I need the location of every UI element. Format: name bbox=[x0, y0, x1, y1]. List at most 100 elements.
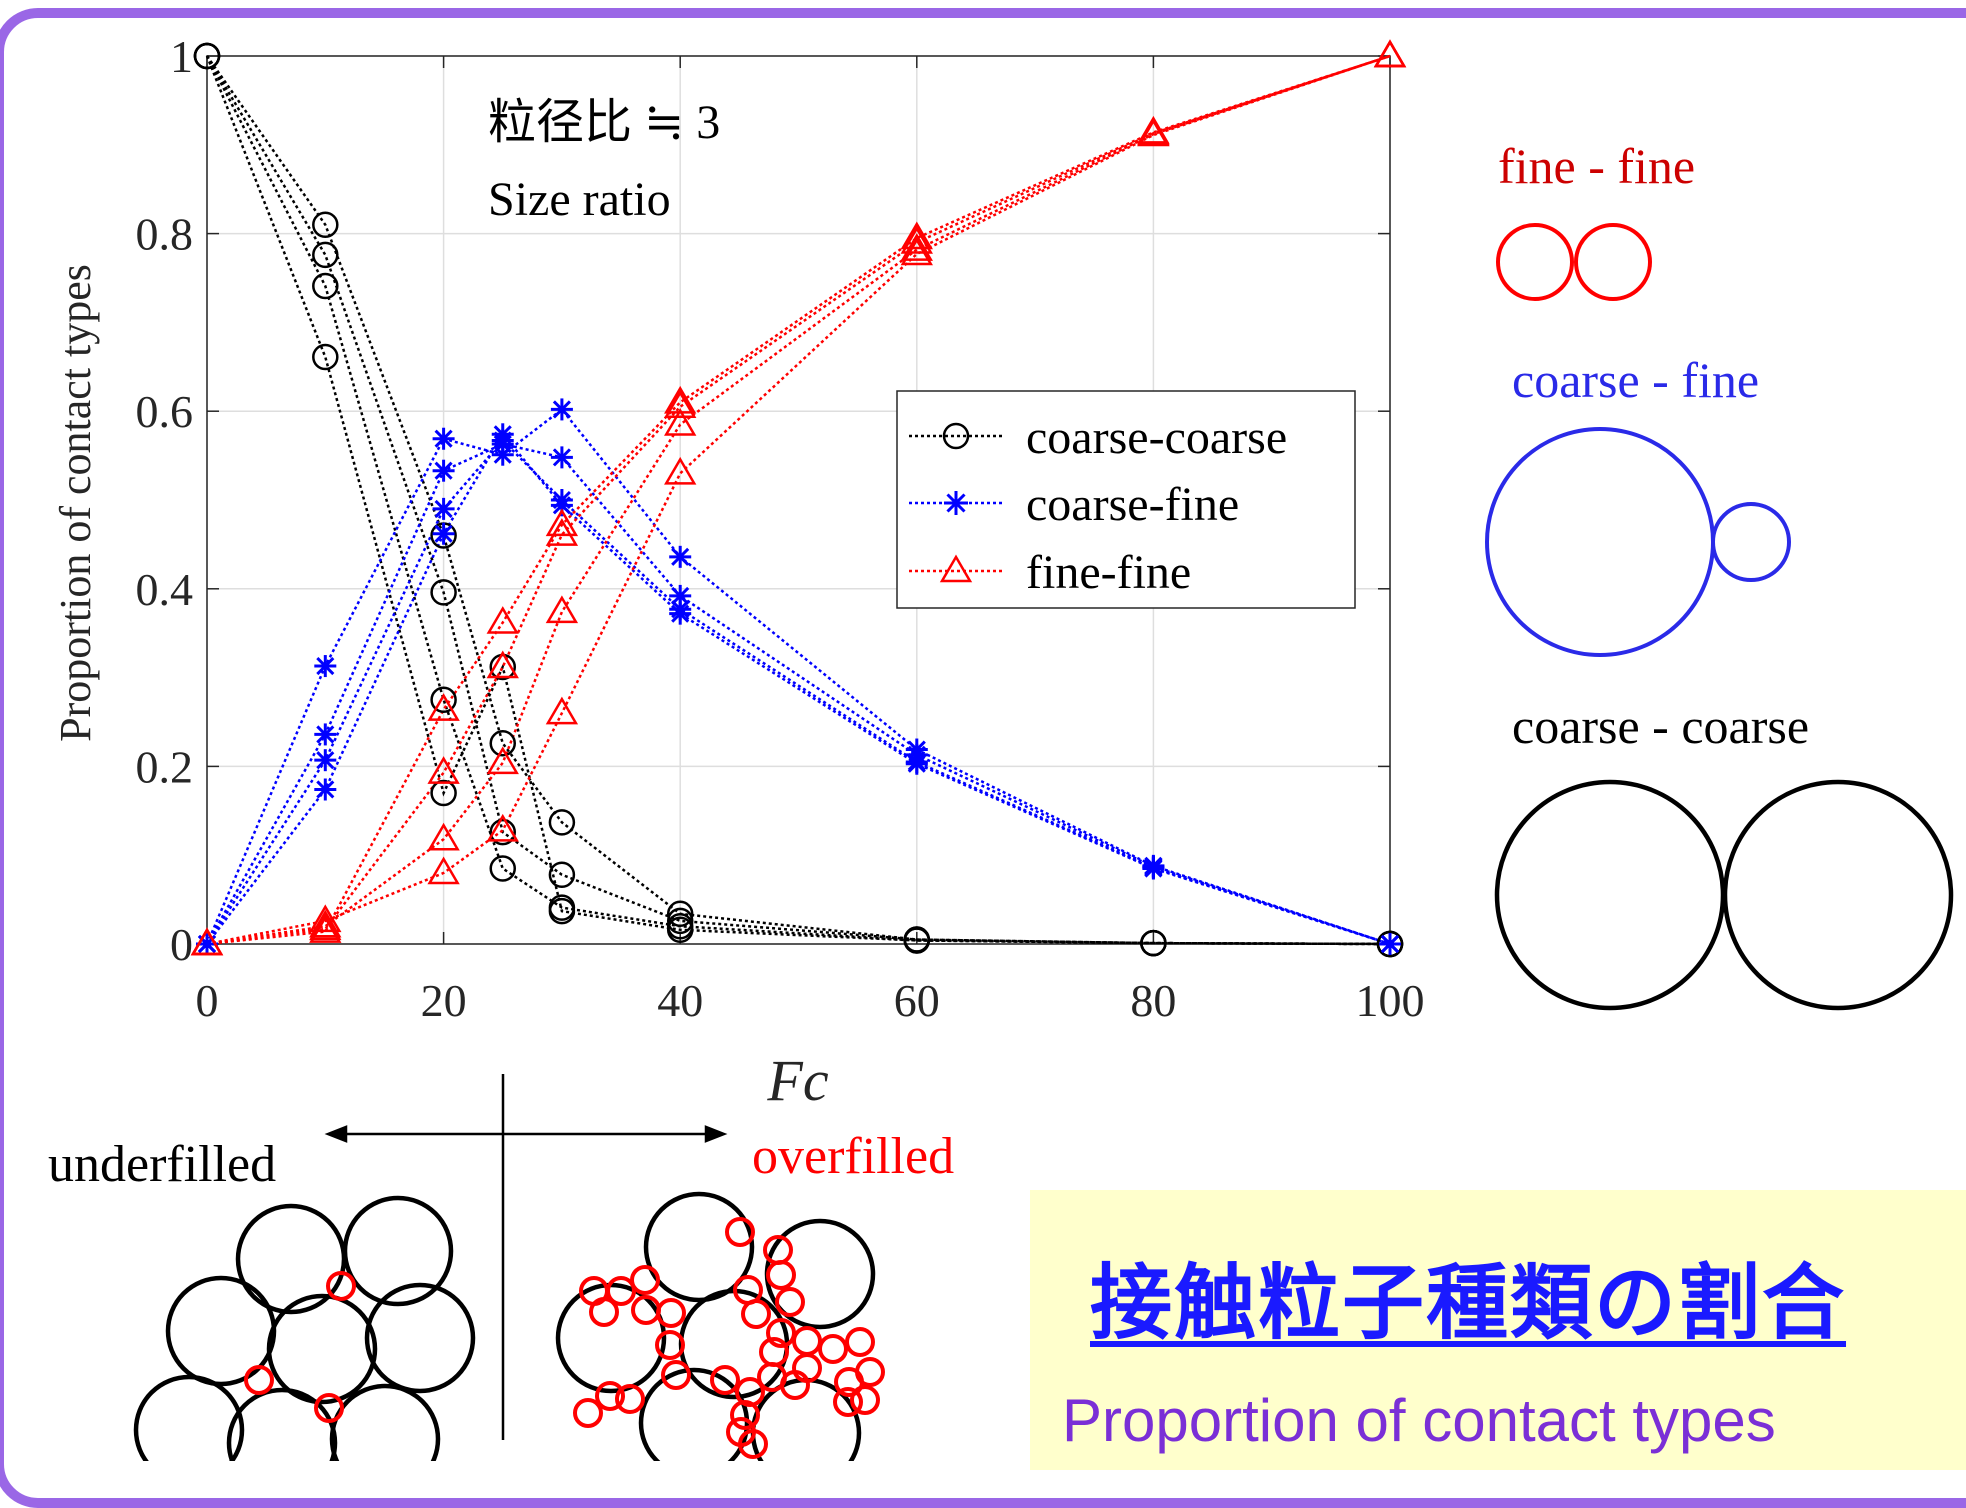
data-point-coarse-coarse bbox=[548, 809, 576, 836]
fine-particle bbox=[730, 1400, 760, 1430]
data-point-coarse-fine bbox=[1142, 857, 1165, 880]
coarse-particle bbox=[1494, 779, 1726, 1011]
fine-particle bbox=[710, 1365, 740, 1395]
data-point-fine-fine bbox=[486, 746, 519, 775]
fine-particle bbox=[314, 1393, 344, 1423]
data-point-fine-fine bbox=[664, 408, 697, 436]
data-point-coarse-fine bbox=[550, 398, 573, 421]
data-point-fine-fine bbox=[427, 756, 460, 784]
fine-particle bbox=[792, 1326, 822, 1356]
fine-particle bbox=[589, 1297, 619, 1327]
legend-box bbox=[896, 390, 1356, 609]
data-point-coarse-coarse bbox=[548, 861, 576, 888]
series-markers bbox=[190, 39, 1407, 958]
fine-particle bbox=[850, 1385, 880, 1415]
fine-particle bbox=[1496, 223, 1574, 301]
y-tick-label: 0 bbox=[170, 919, 193, 970]
data-point-coarse-coarse bbox=[1376, 930, 1404, 958]
data-point-coarse-coarse bbox=[430, 779, 457, 807]
legend-asterisk-marker bbox=[944, 491, 968, 515]
fine-particle bbox=[845, 1327, 875, 1357]
coarse-particle bbox=[266, 1293, 378, 1405]
coarse-fine-particles bbox=[1485, 427, 1791, 657]
data-point-coarse-fine bbox=[432, 497, 455, 520]
fine-particle bbox=[656, 1298, 686, 1328]
fine-particle bbox=[1574, 223, 1652, 301]
data-point-fine-fine bbox=[486, 813, 519, 842]
fine-particle bbox=[725, 1217, 755, 1247]
data-point-coarse-fine bbox=[491, 423, 514, 446]
coarse-particle bbox=[133, 1374, 245, 1461]
data-point-coarse-coarse bbox=[312, 211, 339, 238]
data-point-coarse-coarse bbox=[489, 855, 516, 882]
data-point-coarse-coarse bbox=[312, 241, 339, 269]
fine-particle bbox=[573, 1398, 603, 1428]
coarse-coarse-particles bbox=[1494, 779, 1954, 1011]
data-point-fine-fine bbox=[545, 595, 579, 624]
coarse-particle bbox=[329, 1383, 441, 1461]
data-point-coarse-coarse bbox=[430, 579, 457, 606]
data-point-fine-fine bbox=[486, 606, 519, 634]
data-point-coarse-fine bbox=[550, 494, 573, 517]
data-point-coarse-coarse bbox=[548, 897, 576, 925]
data-point-coarse-coarse bbox=[666, 916, 694, 944]
data-point-coarse-fine bbox=[314, 749, 337, 772]
series-line-fine-fine bbox=[206, 54, 1391, 946]
fc-double-arrow bbox=[324, 1125, 728, 1143]
x-tick-label: 40 bbox=[657, 975, 703, 1026]
legend-label-coarse-fine: coarse-fine bbox=[1026, 478, 1239, 531]
underfilled-packing bbox=[133, 1195, 476, 1461]
data-point-coarse-coarse bbox=[193, 42, 221, 70]
fine-particle bbox=[661, 1360, 691, 1390]
data-point-coarse-fine bbox=[669, 602, 692, 625]
data-point-fine-fine bbox=[190, 927, 224, 956]
fine-fine-particles bbox=[1496, 223, 1652, 301]
contact-types-figure: 0 20 40 60 80 100 0 0.2 0.4 0.6 0.8 1 Proportion of… bbox=[48, 31, 1954, 1461]
data-point-fine-fine bbox=[427, 822, 460, 851]
data-point-fine-fine bbox=[545, 518, 579, 546]
coarse-particle bbox=[342, 1195, 454, 1307]
fine-particle bbox=[834, 1367, 864, 1397]
data-point-fine-fine bbox=[664, 390, 697, 419]
legend-label-coarse-coarse: coarse-coarse bbox=[1026, 411, 1287, 464]
fine-fine-label: fine - fine bbox=[1498, 138, 1695, 194]
data-point-coarse-fine bbox=[432, 522, 455, 545]
data-point-fine-fine bbox=[664, 456, 697, 485]
data-point-coarse-coarse bbox=[1140, 929, 1167, 957]
fine-particle bbox=[326, 1271, 356, 1301]
coarse-particle bbox=[1722, 779, 1954, 1011]
data-point-coarse-fine bbox=[314, 655, 337, 678]
legend: coarse-coarse coarse-fine fine-fine bbox=[896, 390, 1356, 609]
series-line-coarse-fine bbox=[205, 407, 1391, 946]
data-point-fine-fine bbox=[486, 650, 519, 679]
underfilled-fine-particles bbox=[244, 1271, 356, 1423]
legend-label-fine-fine: fine-fine bbox=[1026, 546, 1191, 599]
overfilled-coarse-particles bbox=[555, 1191, 876, 1461]
legend-entry-fine-fine: fine-fine bbox=[909, 546, 1191, 599]
x-tick-label: 100 bbox=[1356, 975, 1425, 1026]
underfilled-coarse-particles bbox=[133, 1195, 476, 1461]
coarse-fine-label: coarse - fine bbox=[1512, 352, 1759, 408]
x-tick-label: 60 bbox=[894, 975, 940, 1026]
legend-triangle-marker bbox=[939, 554, 973, 583]
y-axis-label: Proportion of contact types bbox=[51, 264, 100, 742]
fine-particle bbox=[818, 1334, 848, 1364]
data-point-fine-fine bbox=[309, 915, 342, 943]
x-tick-label: 80 bbox=[1130, 975, 1176, 1026]
plot-border bbox=[206, 55, 1391, 945]
data-point-coarse-fine bbox=[669, 584, 692, 607]
data-point-coarse-coarse bbox=[666, 900, 694, 928]
coarse-coarse-label: coarse - coarse bbox=[1512, 698, 1809, 754]
x-tick-label: 20 bbox=[421, 975, 467, 1026]
data-point-fine-fine bbox=[900, 225, 933, 254]
axis-ticks: 0 20 40 60 80 100 0 0.2 0.4 0.6 0.8 1 bbox=[136, 31, 1425, 1026]
fine-particle bbox=[615, 1384, 645, 1414]
data-point-coarse-fine bbox=[314, 723, 337, 746]
data-point-coarse-coarse bbox=[903, 927, 931, 954]
fine-particle bbox=[738, 1429, 768, 1459]
x-axis-label: Fc bbox=[766, 1048, 828, 1113]
fine-particle bbox=[766, 1318, 796, 1348]
plot-area: 0 20 40 60 80 100 0 0.2 0.4 0.6 0.8 1 bbox=[136, 31, 1425, 1026]
coarse-particle bbox=[638, 1367, 750, 1461]
data-point-fine-fine bbox=[900, 221, 933, 250]
